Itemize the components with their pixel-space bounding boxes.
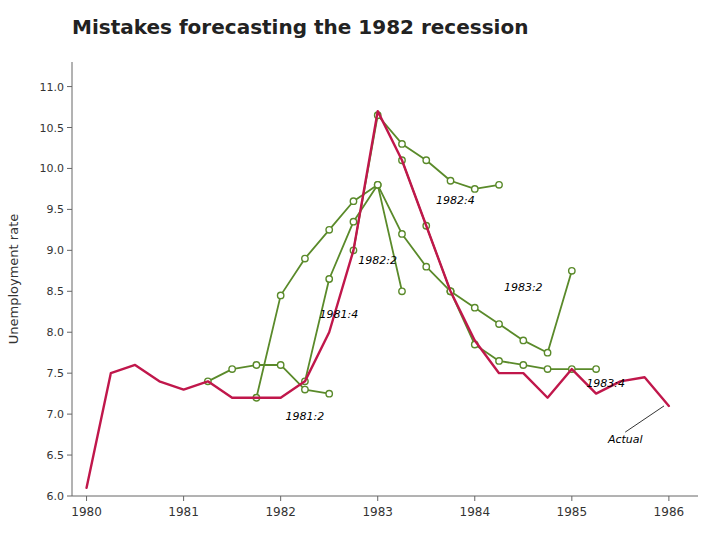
forecast-point <box>544 366 550 372</box>
forecast-point <box>399 141 405 147</box>
y-tick <box>67 127 72 128</box>
x-tick <box>571 496 572 501</box>
y-tick-label: 9.5 <box>47 203 65 216</box>
forecast-line <box>353 115 499 250</box>
annotation: Actual <box>607 433 643 446</box>
x-tick-label: 1986 <box>654 505 685 519</box>
annotation: 1983:2 <box>504 281 543 294</box>
forecast-point <box>277 292 283 298</box>
y-axis-label: Unemployment rate <box>6 214 21 344</box>
forecast-point <box>350 218 356 224</box>
forecast-point <box>423 157 429 163</box>
x-tick <box>474 496 475 501</box>
forecast-point <box>496 182 502 188</box>
y-tick-label: 7.5 <box>47 367 65 380</box>
x-tick-label: 1982 <box>265 505 296 519</box>
y-tick <box>67 332 72 333</box>
actual-line <box>87 111 669 488</box>
x-tick-label: 1981 <box>168 505 199 519</box>
annotation: 1982:4 <box>436 194 475 207</box>
forecast-point <box>326 276 332 282</box>
x-tick-label: 1980 <box>71 505 102 519</box>
x-tick-label: 1985 <box>557 505 588 519</box>
forecast-point <box>229 366 235 372</box>
y-tick-label: 8.5 <box>47 285 65 298</box>
forecast-point <box>593 366 599 372</box>
forecast-point <box>423 264 429 270</box>
y-tick-label: 8.0 <box>47 326 65 339</box>
y-tick-label: 10.0 <box>40 162 65 175</box>
y-tick <box>67 168 72 169</box>
forecast-point <box>544 349 550 355</box>
y-tick-label: 7.0 <box>47 408 65 421</box>
forecast-point <box>520 362 526 368</box>
forecast-point <box>277 362 283 368</box>
x-tick-label: 1983 <box>362 505 393 519</box>
forecast-point <box>447 178 453 184</box>
forecast-point <box>569 268 575 274</box>
y-tick <box>67 86 72 87</box>
forecast-point <box>350 198 356 204</box>
annotation: 1983:4 <box>586 377 625 390</box>
x-tick <box>183 496 184 501</box>
annotation: 1981:2 <box>286 410 325 423</box>
forecast-line <box>451 291 597 369</box>
y-tick <box>67 414 72 415</box>
forecast-line <box>402 160 572 352</box>
forecast-point <box>472 186 478 192</box>
forecast-point <box>253 362 259 368</box>
forecast-point <box>375 182 381 188</box>
x-tick <box>280 496 281 501</box>
markers <box>205 112 600 401</box>
x-tick <box>86 496 87 501</box>
forecast-point <box>326 390 332 396</box>
forecast-point <box>472 304 478 310</box>
x-tick <box>377 496 378 501</box>
forecast-point <box>326 227 332 233</box>
forecast-line <box>305 185 451 382</box>
forecast-point <box>302 386 308 392</box>
y-tick-label: 6.0 <box>47 490 65 503</box>
y-tick <box>67 496 72 497</box>
chart: Mistakes forecasting the 1982 recession U… <box>0 0 720 540</box>
title: Mistakes forecasting the 1982 recession <box>72 15 528 39</box>
y-tick <box>67 455 72 456</box>
x-tick <box>668 496 669 501</box>
annotation: 1981:4 <box>319 308 358 321</box>
y-tick-label: 9.0 <box>47 244 65 257</box>
y-tick-label: 6.5 <box>47 449 65 462</box>
y-tick <box>67 250 72 251</box>
y-tick-label: 11.0 <box>40 81 65 94</box>
forecast-point <box>520 337 526 343</box>
forecast-point <box>302 255 308 261</box>
x-axis-line <box>72 496 698 497</box>
annotation: 1982:2 <box>358 254 397 267</box>
forecast-point <box>496 358 502 364</box>
y-tick-label: 10.5 <box>40 122 65 135</box>
y-tick <box>67 291 72 292</box>
x-tick-label: 1984 <box>460 505 491 519</box>
forecast-line <box>256 185 402 398</box>
annotation-arrow <box>625 406 664 432</box>
forecast-point <box>399 288 405 294</box>
y-tick <box>67 209 72 210</box>
plot-data <box>87 111 669 488</box>
forecast-point <box>496 321 502 327</box>
forecast-point <box>375 182 381 188</box>
forecast-point <box>399 231 405 237</box>
y-tick <box>67 373 72 374</box>
